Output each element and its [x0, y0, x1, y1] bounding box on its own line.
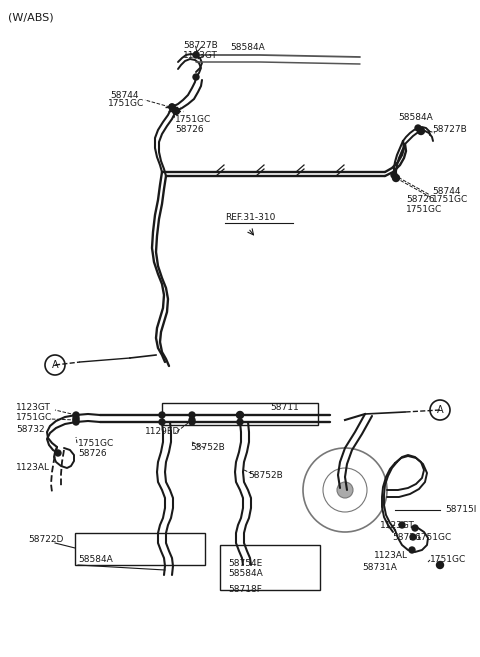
Circle shape	[73, 412, 79, 418]
Text: 58732: 58732	[16, 426, 45, 434]
Text: 1123GT: 1123GT	[16, 403, 51, 411]
Circle shape	[410, 534, 416, 540]
Circle shape	[391, 172, 397, 178]
Text: 1123GT: 1123GT	[380, 520, 415, 530]
Circle shape	[418, 127, 424, 135]
Circle shape	[55, 450, 61, 456]
Text: 58727B: 58727B	[183, 41, 218, 49]
Text: 58752B: 58752B	[190, 443, 225, 453]
Text: 58584A: 58584A	[78, 556, 113, 564]
Text: 1751GC: 1751GC	[175, 116, 211, 124]
Text: 58715I: 58715I	[445, 505, 476, 514]
Text: 58584A: 58584A	[398, 114, 433, 122]
Text: 58726: 58726	[392, 533, 420, 543]
Circle shape	[169, 104, 175, 110]
Bar	[162, 403, 318, 425]
Text: 1751GC: 1751GC	[416, 533, 452, 543]
Circle shape	[73, 415, 79, 421]
Text: 1751GC: 1751GC	[432, 196, 468, 204]
Text: 1123AL: 1123AL	[16, 463, 50, 472]
Circle shape	[237, 419, 243, 425]
Circle shape	[189, 419, 195, 425]
Text: 58726: 58726	[78, 449, 107, 459]
Text: 58754E: 58754E	[228, 558, 262, 568]
Circle shape	[393, 175, 399, 181]
Text: 58727B: 58727B	[432, 125, 467, 135]
Circle shape	[412, 525, 418, 531]
Text: 1129ED: 1129ED	[145, 428, 180, 436]
Circle shape	[436, 562, 444, 568]
Text: 1123GT: 1123GT	[183, 51, 218, 60]
Text: 58718F: 58718F	[228, 585, 262, 595]
Circle shape	[399, 522, 405, 528]
Text: 58584A: 58584A	[230, 43, 265, 53]
Circle shape	[159, 419, 165, 425]
Text: 1751GC: 1751GC	[16, 413, 52, 422]
Circle shape	[159, 412, 165, 418]
Circle shape	[237, 411, 243, 419]
Text: 58744: 58744	[110, 91, 139, 99]
Circle shape	[337, 482, 353, 498]
Text: 58711: 58711	[270, 403, 299, 413]
Circle shape	[415, 125, 421, 131]
Circle shape	[169, 104, 175, 110]
Text: 58752B: 58752B	[248, 470, 283, 480]
Text: REF.31-310: REF.31-310	[225, 214, 276, 223]
Circle shape	[172, 108, 180, 114]
Bar	[220, 545, 320, 590]
Circle shape	[193, 52, 199, 58]
Text: 58584A: 58584A	[228, 570, 263, 579]
Text: 1751GC: 1751GC	[406, 206, 442, 214]
Text: 1123AL: 1123AL	[374, 551, 408, 560]
Text: (W/ABS): (W/ABS)	[8, 12, 54, 22]
Text: A: A	[437, 405, 444, 415]
Text: 58744: 58744	[432, 187, 460, 196]
Circle shape	[409, 547, 415, 553]
Text: 1751GC: 1751GC	[78, 438, 114, 447]
Text: 58722D: 58722D	[28, 535, 63, 545]
Circle shape	[189, 412, 195, 418]
Text: 58726: 58726	[406, 196, 434, 204]
Circle shape	[237, 412, 243, 418]
Circle shape	[73, 419, 79, 425]
Circle shape	[189, 417, 195, 423]
Text: A: A	[52, 360, 58, 370]
Bar	[75, 533, 205, 565]
Circle shape	[73, 417, 79, 423]
Text: 58726: 58726	[175, 125, 204, 135]
Text: 1751GC: 1751GC	[108, 99, 144, 108]
Text: 58731A: 58731A	[362, 562, 397, 572]
Circle shape	[193, 74, 199, 80]
Text: 1751GC: 1751GC	[430, 556, 466, 564]
